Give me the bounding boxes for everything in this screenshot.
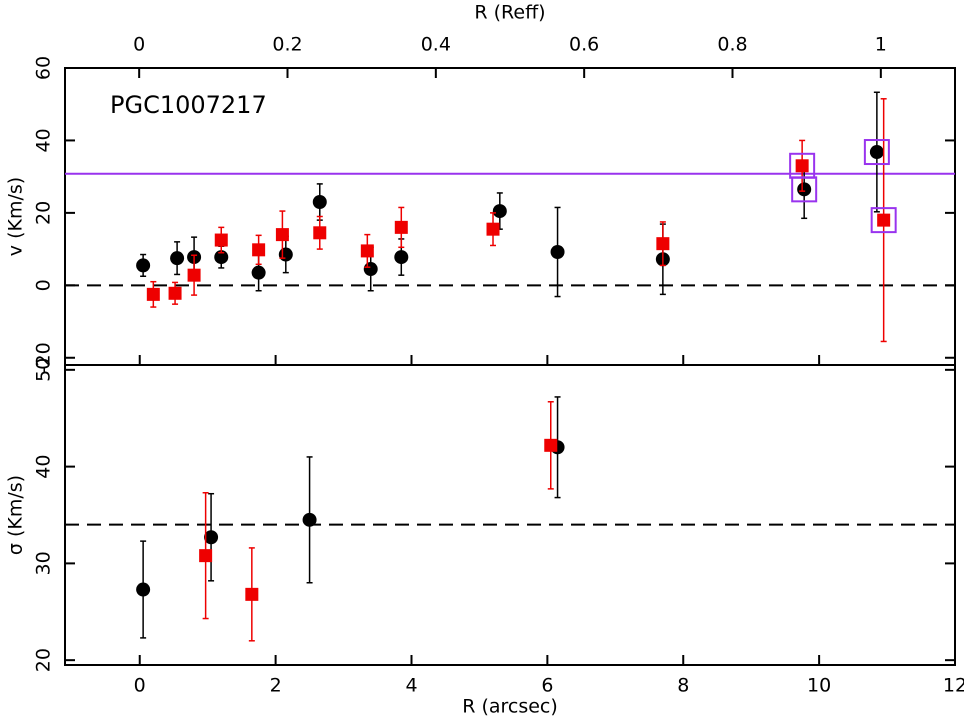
y-tick-label: 20 xyxy=(33,201,55,225)
point xyxy=(168,286,182,300)
point xyxy=(204,530,219,545)
point xyxy=(251,265,266,280)
y-tick-label: 20 xyxy=(33,648,55,672)
y-tick-label: 40 xyxy=(33,455,55,479)
x2-axis-label: R (Reff) xyxy=(474,2,545,24)
x2-tick-label: 0.4 xyxy=(421,34,451,56)
point xyxy=(136,582,151,597)
point xyxy=(214,233,228,247)
x2-tick-label: 1 xyxy=(875,34,887,56)
y-tick-label: 40 xyxy=(33,128,55,152)
point xyxy=(656,237,670,251)
point xyxy=(550,244,565,259)
point xyxy=(187,268,201,282)
point xyxy=(394,220,408,234)
y-tick-label: 30 xyxy=(33,551,55,575)
y-tick-label: 0 xyxy=(33,279,55,291)
x-axis-label: R (arcsec) xyxy=(462,696,558,718)
highlight-box xyxy=(870,207,897,234)
x-tick-label: 10 xyxy=(807,675,831,697)
x-tick-label: 0 xyxy=(134,675,146,697)
highlight-box xyxy=(791,176,818,203)
point xyxy=(795,159,809,173)
x-tick-label: 2 xyxy=(270,675,282,697)
y-axis-label: σ (Km/s) xyxy=(5,475,27,555)
x2-tick-label: 0 xyxy=(133,34,145,56)
point xyxy=(877,213,891,227)
highlight-box xyxy=(863,139,890,166)
annotation: PGC1007217 xyxy=(110,91,267,119)
point xyxy=(252,243,266,257)
x-tick-label: 4 xyxy=(405,675,417,697)
point xyxy=(199,549,213,563)
x2-tick-label: 0.8 xyxy=(717,34,747,56)
point xyxy=(797,182,812,197)
point xyxy=(312,195,327,210)
plot-frame xyxy=(64,364,956,666)
point xyxy=(363,262,378,277)
x2-tick-label: 0.6 xyxy=(569,34,599,56)
point xyxy=(492,204,507,219)
y-tick-label: 60 xyxy=(33,56,55,80)
point xyxy=(360,244,374,258)
point xyxy=(146,287,160,301)
point xyxy=(394,250,409,265)
x2-tick-label: 0.2 xyxy=(272,34,302,56)
point xyxy=(302,512,317,527)
y-axis-label: v (Km/s) xyxy=(5,177,27,256)
point xyxy=(245,587,259,601)
point xyxy=(275,228,289,242)
point xyxy=(136,258,151,273)
point xyxy=(486,222,500,236)
point xyxy=(214,250,229,265)
y-tick-label: -20 xyxy=(33,342,55,373)
point xyxy=(544,438,558,452)
y-tick-label: 50 xyxy=(33,358,55,382)
point xyxy=(313,226,327,240)
x-tick-label: 12 xyxy=(943,675,964,697)
x-tick-label: 6 xyxy=(541,675,553,697)
point xyxy=(278,247,293,262)
x-tick-label: 8 xyxy=(677,675,689,697)
point xyxy=(869,145,884,160)
point xyxy=(170,251,185,266)
